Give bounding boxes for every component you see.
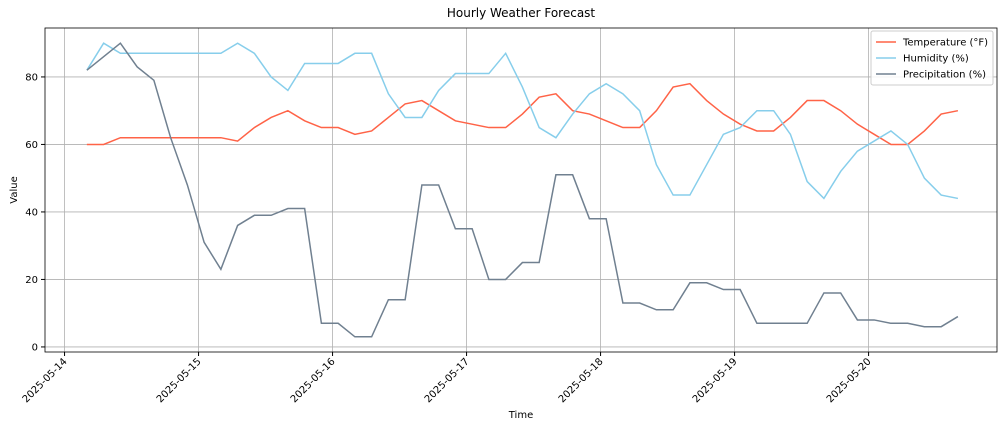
y-tick-label: 0 (32, 342, 38, 353)
x-tick-label: 2025-05-19 (691, 356, 740, 405)
legend-label: Precipitation (%) (903, 70, 986, 81)
legend-label: Temperature (°F) (902, 38, 988, 49)
x-tick-label: 2025-05-18 (557, 356, 606, 405)
series-line (86, 42, 959, 338)
y-tick-label: 20 (25, 275, 38, 286)
legend-label: Humidity (%) (903, 54, 969, 65)
y-axis-label: Value (9, 176, 20, 203)
x-tick-label: 2025-05-15 (155, 356, 204, 405)
chart-title: Hourly Weather Forecast (447, 6, 596, 20)
y-tick-label: 60 (25, 140, 38, 151)
series-line (86, 42, 959, 200)
x-tick-label: 2025-05-20 (825, 356, 874, 405)
legend-box (870, 30, 994, 86)
y-tick-label: 40 (25, 207, 38, 218)
series-line (86, 82, 959, 146)
x-tick-label: 2025-05-14 (21, 356, 70, 405)
x-tick-label: 2025-05-16 (289, 356, 338, 405)
x-axis-label: Time (508, 410, 533, 421)
y-tick-label: 80 (25, 72, 38, 83)
x-tick-label: 2025-05-17 (423, 356, 472, 405)
plot-frame (44, 27, 998, 353)
